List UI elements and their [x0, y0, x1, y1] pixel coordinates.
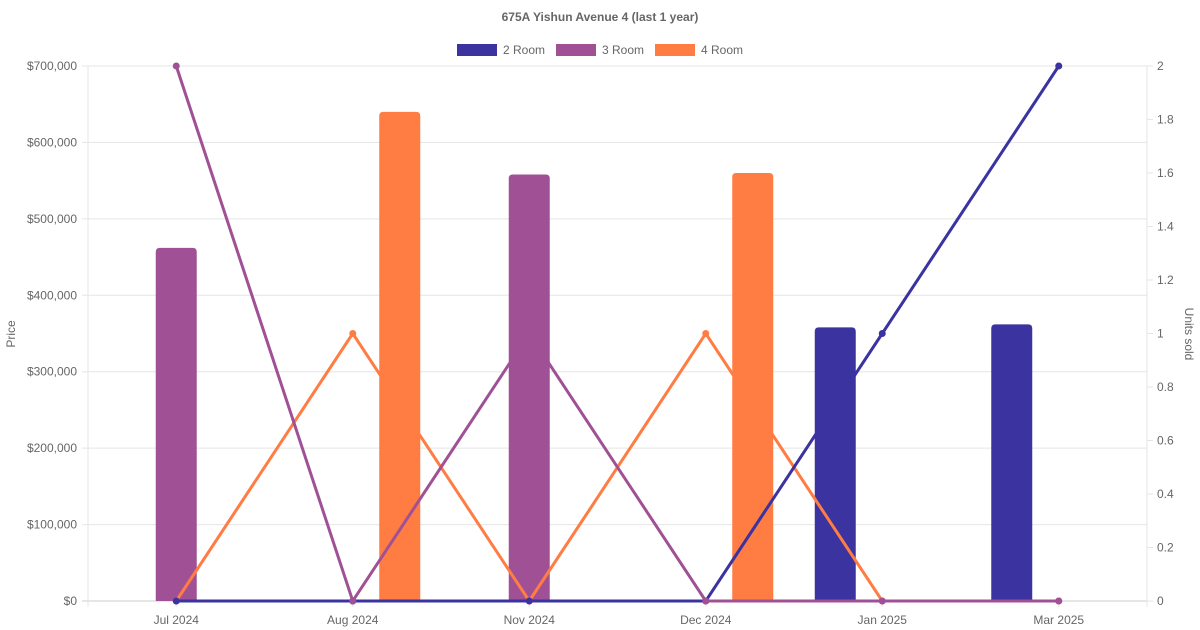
legend: 2 Room 3 Room 4 Room: [457, 43, 743, 57]
y2-tick-label: 0.6: [1157, 434, 1174, 448]
point-3-room: [878, 597, 886, 605]
y-tick-label: $400,000: [27, 288, 77, 302]
bar-3-room: [508, 174, 550, 601]
legend-label: 3 Room: [602, 43, 644, 57]
y2-tick-label: 0.2: [1157, 541, 1174, 555]
y-tick-label: $600,000: [27, 135, 77, 149]
bar-3-room: [155, 247, 197, 601]
legend-swatch: [457, 44, 497, 56]
x-tick-label: Mar 2025: [1033, 613, 1084, 627]
x-tick-label: Dec 2024: [680, 613, 732, 627]
grid: [82, 65, 1153, 607]
legend-swatch: [556, 44, 596, 56]
point-3-room: [1055, 597, 1063, 605]
bar-4-room: [379, 111, 421, 601]
point-2-room: [878, 330, 886, 337]
y-tick-label: $700,000: [27, 59, 77, 73]
point-2-room: [525, 597, 533, 605]
point-3-room: [172, 62, 180, 70]
y-tick-label: $100,000: [27, 518, 77, 532]
point-3-room: [349, 597, 357, 605]
legend-label: 2 Room: [503, 43, 545, 57]
point-4-room: [702, 330, 710, 337]
lines: [172, 62, 1063, 605]
bar-2-room: [814, 327, 856, 601]
y-tick-label: $300,000: [27, 365, 77, 379]
y2-tick-label: 0.4: [1157, 487, 1174, 501]
point-2-room: [172, 597, 180, 605]
y2-tick-label: 0: [1157, 594, 1164, 608]
chart-title: 675A Yishun Avenue 4 (last 1 year): [502, 10, 699, 24]
y2-tick-label: 1: [1157, 327, 1164, 341]
point-4-room: [349, 330, 357, 337]
y-axis-label: Price: [4, 320, 18, 348]
y2-tick-label: 2: [1157, 59, 1164, 73]
y2-axis-label: Units sold: [1182, 308, 1196, 361]
bars: [155, 111, 1033, 601]
bar-2-room: [991, 324, 1033, 601]
y-tick-label: $500,000: [27, 212, 77, 226]
y-tick-label: $200,000: [27, 441, 77, 455]
point-2-room: [1055, 62, 1063, 70]
y2-tick-label: 0.8: [1157, 380, 1174, 394]
y-tick-label: $0: [64, 594, 78, 608]
line-3-room: [174, 65, 1059, 605]
point-3-room: [702, 597, 710, 605]
x-tick-label: Jul 2024: [154, 613, 200, 627]
x-tick-label: Aug 2024: [327, 613, 379, 627]
x-tick-label: Nov 2024: [504, 613, 556, 627]
bar-4-room: [732, 173, 774, 601]
line-2-room: [176, 65, 1061, 603]
y2-tick-label: 1.8: [1157, 113, 1174, 127]
legend-swatch: [655, 44, 695, 56]
point-3-room: [525, 330, 533, 337]
axes: $0 $100,000 $200,000 $300,000 $400,000 $500,0…: [27, 59, 1174, 627]
x-tick-label: Jan 2025: [858, 613, 908, 627]
y2-tick-label: 1.2: [1157, 273, 1174, 287]
legend-label: 4 Room: [701, 43, 743, 57]
y2-tick-label: 1.6: [1157, 166, 1174, 180]
y2-tick-label: 1.4: [1157, 220, 1174, 234]
